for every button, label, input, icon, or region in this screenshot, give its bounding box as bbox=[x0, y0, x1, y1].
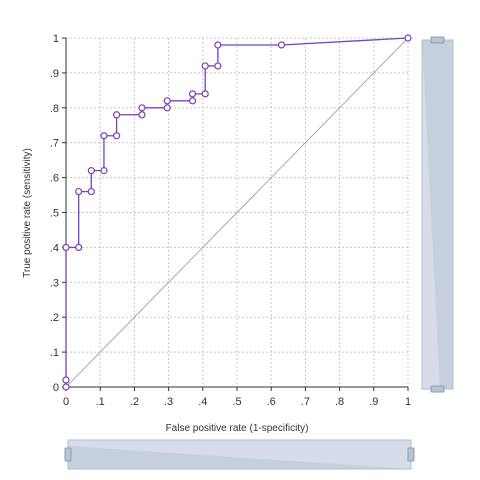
roc-point[interactable] bbox=[62, 383, 70, 391]
roc-point[interactable] bbox=[138, 104, 146, 112]
vertical-scroll-range bbox=[422, 40, 453, 389]
x-tick-label: 1 bbox=[405, 396, 411, 408]
series-layer bbox=[62, 34, 412, 391]
roc-point[interactable] bbox=[214, 41, 222, 49]
y-axis-title: True positive rate (sensitivity) bbox=[22, 148, 33, 278]
y-tick-label: 0 bbox=[53, 382, 59, 394]
roc-point[interactable] bbox=[87, 167, 95, 175]
x-tick-label: .1 bbox=[96, 396, 105, 408]
x-tick-label: .7 bbox=[301, 396, 310, 408]
reference-line bbox=[65, 37, 409, 388]
x-tick-label: .3 bbox=[164, 396, 173, 408]
roc-point[interactable] bbox=[404, 34, 412, 42]
y-tick-label: .8 bbox=[50, 103, 59, 115]
y-tick-label: .7 bbox=[50, 138, 59, 150]
y-tick-label: .3 bbox=[50, 277, 59, 289]
roc-point[interactable] bbox=[87, 187, 95, 196]
roc-point[interactable] bbox=[138, 111, 146, 119]
roc-point[interactable] bbox=[75, 243, 83, 251]
roc-point[interactable] bbox=[201, 90, 209, 98]
horizontal-scroll-range bbox=[68, 446, 411, 469]
roc-point[interactable] bbox=[75, 187, 83, 196]
roc-point[interactable] bbox=[188, 97, 197, 105]
roc-point[interactable] bbox=[277, 41, 286, 49]
roc-point[interactable] bbox=[201, 62, 209, 70]
roc-point[interactable] bbox=[113, 111, 121, 119]
y-tick-label: .4 bbox=[50, 242, 59, 254]
roc-point[interactable] bbox=[163, 97, 171, 105]
roc-point[interactable] bbox=[188, 90, 197, 98]
roc-point[interactable] bbox=[214, 62, 222, 70]
roc-point[interactable] bbox=[100, 132, 108, 140]
x-tick-label: .2 bbox=[130, 396, 139, 408]
roc-point[interactable] bbox=[113, 132, 121, 140]
y-tick-label: 1 bbox=[53, 33, 59, 45]
y-tick-label: .1 bbox=[50, 347, 59, 359]
y-tick-label: .5 bbox=[50, 208, 59, 220]
x-tick-label: .5 bbox=[232, 396, 241, 408]
x-axis-title: False positive rate (1-specificity) bbox=[166, 423, 309, 434]
y-tick-label: .6 bbox=[50, 173, 59, 185]
x-tick-label: .4 bbox=[198, 396, 207, 408]
x-tick-label: .6 bbox=[267, 396, 276, 408]
horizontal-scroll-handle-left[interactable] bbox=[64, 447, 72, 462]
grid bbox=[66, 37, 409, 387]
horizontal-scroll-handle-right[interactable] bbox=[407, 447, 415, 462]
axes: 0 .1 .2 .3 .4 .5 .6 .7 .8 .9 1 0 .1 .2 .3 .4 .5 .6 .7 .8 .9 1 bbox=[50, 33, 411, 408]
y-tick-label: .9 bbox=[50, 68, 59, 80]
x-tick-label: .9 bbox=[369, 396, 378, 408]
vertical-scroll-handle-top[interactable] bbox=[430, 36, 445, 44]
x-tick-label: .8 bbox=[335, 396, 344, 408]
roc-point[interactable] bbox=[62, 243, 70, 251]
scrollbars bbox=[64, 36, 454, 470]
x-tick-label: 0 bbox=[63, 396, 69, 408]
roc-point[interactable] bbox=[163, 104, 171, 112]
roc-point[interactable] bbox=[100, 167, 108, 175]
roc-point[interactable] bbox=[62, 376, 70, 384]
vertical-scroll-handle-bottom[interactable] bbox=[430, 385, 445, 393]
y-tick-label: .2 bbox=[50, 312, 59, 324]
